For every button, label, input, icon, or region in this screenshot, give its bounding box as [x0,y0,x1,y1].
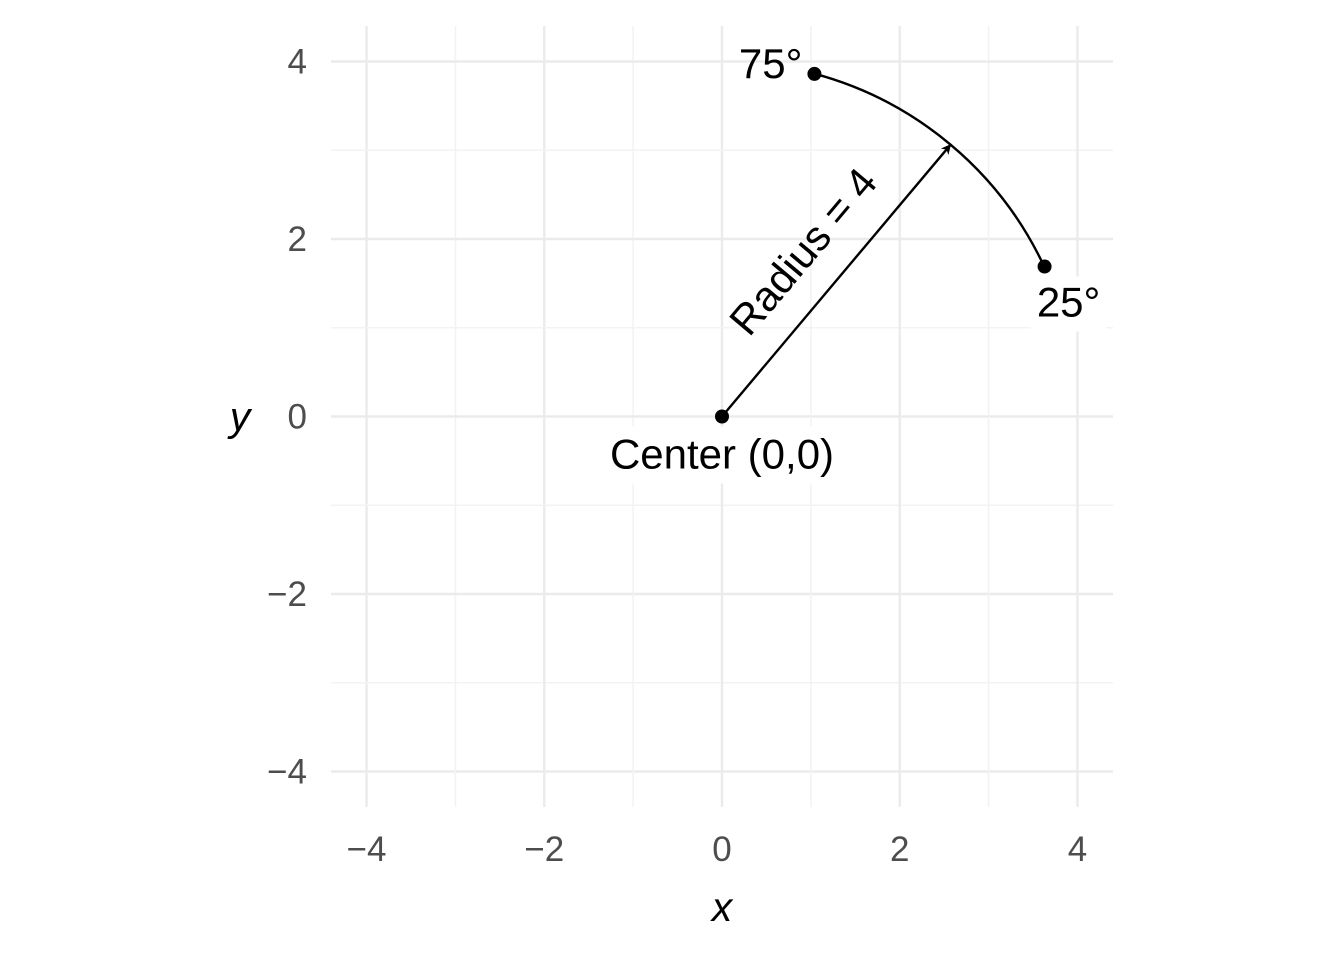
y-tick-label: 4 [288,43,307,82]
x-tick-label: −4 [347,830,387,869]
x-axis-title: x [710,884,734,930]
x-tick-labels: −4 −2 0 2 4 [347,830,1088,869]
point-25-deg [1037,259,1052,274]
y-tick-labels: −4 −2 0 2 4 [267,43,307,792]
grid [331,26,1113,807]
point-75-deg [807,66,822,81]
label-75-deg: 75° [739,40,803,87]
label-25-deg-background [1030,276,1107,332]
y-axis-title: y [227,394,253,440]
y-tick-label: 2 [288,220,307,259]
label-25-deg: 25° [1037,279,1101,326]
y-tick-label: 0 [288,398,307,437]
y-tick-label: −2 [267,575,307,614]
x-tick-label: 2 [890,830,909,869]
x-tick-label: 0 [712,830,731,869]
center-label-background [601,426,843,484]
radius-arrow [721,144,952,418]
x-tick-label: 4 [1068,830,1087,869]
point-center [715,409,729,424]
center-label: Center (0,0) [610,431,834,478]
y-tick-label: −4 [267,753,307,792]
x-tick-label: −2 [524,830,564,869]
